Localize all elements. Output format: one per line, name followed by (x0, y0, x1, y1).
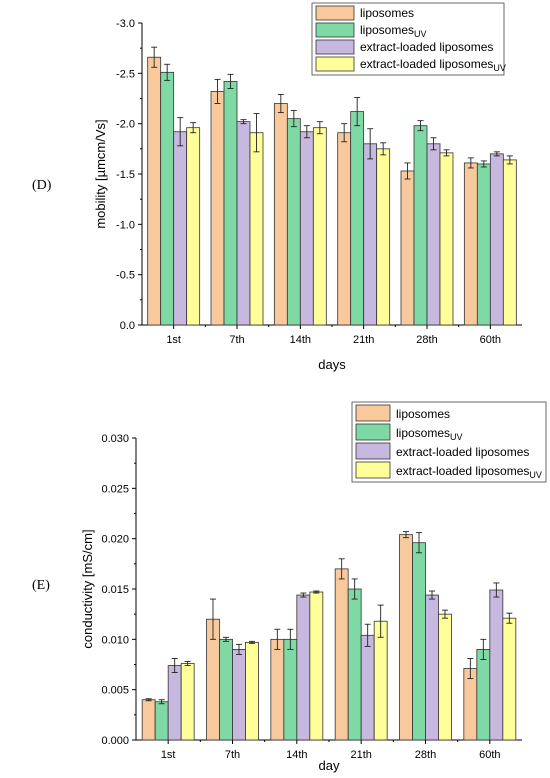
legend-label: extract-loaded liposomesUV (396, 464, 542, 480)
bar (180, 663, 195, 741)
y-tick-label: 0.000 (101, 735, 129, 747)
legend-swatch (315, 22, 355, 38)
bar (141, 699, 156, 741)
bar (245, 641, 259, 741)
x-tick-label: 14th (290, 334, 311, 346)
x-tick-label: 28th (416, 334, 437, 346)
x-tick-label: 7th (229, 334, 244, 346)
x-tick-label: 21th (350, 749, 371, 761)
bar (412, 542, 426, 741)
y-axis-title: mobility [µmcm/Vs] (93, 119, 108, 228)
legend-label-main: liposomes (396, 407, 450, 421)
legend-label-main: extract-loaded liposomes (396, 464, 529, 478)
legend-label-main: liposomes (396, 426, 450, 440)
legend-swatch (315, 56, 355, 72)
y-tick-label: -1.0 (116, 219, 135, 231)
bar (489, 589, 504, 741)
bar (425, 594, 439, 741)
bar (309, 591, 324, 741)
legend-label-main: liposomes (360, 6, 414, 20)
legend-label: liposomesUV (396, 426, 463, 442)
x-tick-label: 7th (225, 749, 240, 761)
legend-swatch (315, 39, 355, 55)
legend-label-main: extract-loaded liposomes (396, 445, 529, 459)
bar (463, 668, 478, 741)
bar (219, 638, 233, 741)
y-tick-label: -3.0 (116, 18, 135, 30)
y-tick-label: 0.025 (101, 483, 129, 495)
x-tick-label: 60th (479, 749, 500, 761)
legend-swatch (315, 5, 355, 21)
y-tick-label: -2.5 (116, 68, 135, 80)
legend-label: liposomesUV (360, 23, 427, 39)
bar (296, 594, 311, 741)
bar (154, 701, 169, 741)
x-tick-label: 1st (161, 749, 176, 761)
panel-label-d: (D) (32, 178, 52, 193)
legend-label-main: extract-loaded liposomes (360, 40, 493, 54)
x-tick-label: 60th (480, 334, 501, 346)
legend-label: liposomes (396, 407, 450, 421)
legend-label-sub: UV (493, 63, 506, 73)
legend-label: extract-loaded liposomesUV (360, 57, 506, 73)
bar (334, 568, 349, 741)
legend-swatch (355, 461, 391, 479)
legend-label: liposomes (360, 6, 414, 20)
y-tick-label: 0.030 (101, 433, 129, 445)
y-tick-label: 0.005 (101, 685, 129, 697)
panel-label-e: (E) (32, 578, 50, 593)
bar (167, 665, 182, 741)
legend-swatch (355, 442, 391, 460)
y-tick-label: 0.015 (101, 584, 129, 596)
legend-swatch (355, 404, 391, 422)
y-tick-label: -2.0 (116, 119, 135, 131)
y-axis-title: conductivity [mS/cm] (80, 529, 95, 648)
y-tick-label: 0.0 (120, 320, 135, 332)
y-tick-label: 0.010 (101, 634, 129, 646)
bar (347, 588, 362, 741)
legend-label-main: extract-loaded liposomes (360, 57, 493, 71)
bar (502, 617, 517, 741)
bar (283, 638, 298, 741)
legend-label-main: liposomes (360, 23, 414, 37)
y-tick-label: -0.5 (116, 270, 135, 282)
bar (438, 613, 452, 741)
bar (232, 649, 246, 741)
legend-label: extract-loaded liposomes (360, 40, 493, 54)
bar (476, 649, 491, 741)
x-axis-title: days (318, 357, 346, 372)
legend-label-sub: UV (450, 432, 463, 442)
y-tick-label: 0.020 (101, 534, 129, 546)
x-tick-label: 21th (353, 334, 374, 346)
y-tick-label: -1.5 (116, 169, 135, 181)
bar (360, 634, 375, 741)
x-axis-title: day (319, 758, 340, 773)
x-tick-label: 1st (166, 334, 181, 346)
bar (270, 638, 285, 741)
legend-swatch (355, 423, 391, 441)
x-tick-label: 14th (286, 749, 307, 761)
x-tick-label: 28th (415, 749, 436, 761)
bar (373, 620, 388, 741)
bar (399, 534, 413, 741)
legend-label: extract-loaded liposomes (396, 445, 529, 459)
legend-label-sub: UV (529, 470, 542, 480)
legend-label-sub: UV (414, 29, 427, 39)
